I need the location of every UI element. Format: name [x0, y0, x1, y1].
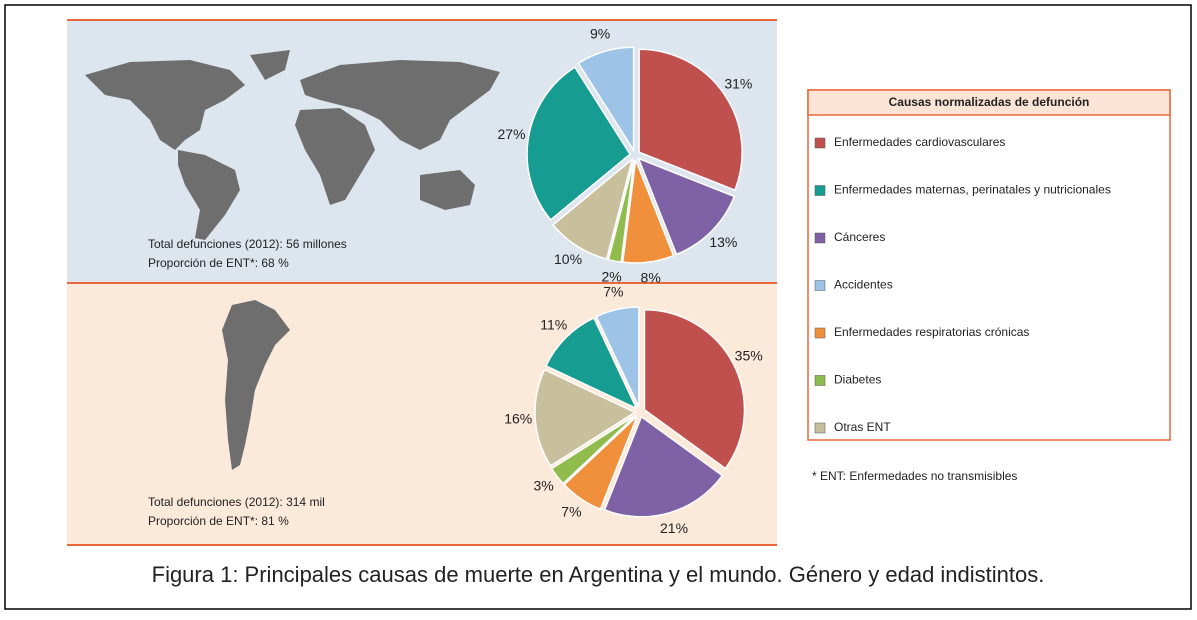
legend-swatch: [814, 422, 826, 434]
value-label: 21%: [660, 520, 688, 536]
value-label: 2%: [601, 268, 621, 284]
legend-label: Cánceres: [834, 230, 885, 244]
legend-header: [807, 89, 1171, 116]
pie-slice: [577, 46, 635, 153]
value-label: 31%: [724, 75, 752, 91]
legend-swatch: [814, 280, 826, 291]
value-label: 13%: [709, 234, 737, 250]
pie-slice: [643, 308, 746, 470]
value-label: 3%: [533, 477, 553, 493]
pie-slice: [638, 48, 743, 192]
legend-swatch: [814, 137, 826, 149]
footnote: * ENT: Enfermedades no transmisibles: [812, 469, 1017, 483]
legend-label: Diabetes: [834, 373, 881, 387]
pie-slice: [551, 157, 634, 260]
pie-slice: [621, 159, 675, 264]
legend-title: Causas normalizadas de defunción: [889, 95, 1090, 109]
panel-note: Proporción de ENT*: 68 %: [148, 256, 289, 270]
value-label: 11%: [540, 316, 567, 332]
argentina-map: [222, 300, 290, 470]
legend-swatch: [814, 185, 826, 196]
legend-label: Otras ENT: [834, 420, 891, 434]
legend-label: Enfermedades respiratorias crónicas: [834, 325, 1029, 339]
pie-slice: [607, 159, 635, 263]
pie-slice: [563, 415, 638, 511]
value-label: 7%: [603, 284, 623, 300]
pie-slice: [550, 414, 637, 485]
legend-box: [807, 89, 1171, 441]
legend-swatch: [814, 232, 826, 244]
pie-slice: [603, 415, 724, 518]
pie-slice: [544, 316, 639, 411]
legend-label: Enfermedades maternas, perinatales y nut…: [834, 183, 1111, 197]
legend-swatch: [814, 375, 826, 386]
value-label: 7%: [561, 504, 581, 520]
legend-label: Enfermedades cardiovasculares: [834, 135, 1005, 149]
pie-slice: [595, 306, 640, 408]
pie-slice: [526, 66, 632, 221]
pie-slice: [534, 368, 637, 467]
world-map: [85, 50, 500, 240]
value-label: 9%: [590, 26, 610, 42]
value-label: 27%: [498, 126, 526, 142]
caption: Figura 1: Principales causas de muerte e…: [152, 562, 1045, 587]
panel-note: Proporción de ENT*: 81 %: [148, 514, 289, 528]
pie-slice: [637, 157, 736, 256]
value-label: 10%: [554, 251, 582, 267]
value-label: 8%: [641, 270, 661, 286]
panel-note: Total defunciones (2012): 56 millones: [148, 237, 347, 251]
legend-swatch: [814, 327, 826, 339]
legend-label: Accidentes: [834, 278, 893, 292]
panel-note: Total defunciones (2012): 314 mil: [148, 495, 325, 509]
value-label: 35%: [735, 347, 763, 363]
value-label: 16%: [504, 410, 532, 426]
